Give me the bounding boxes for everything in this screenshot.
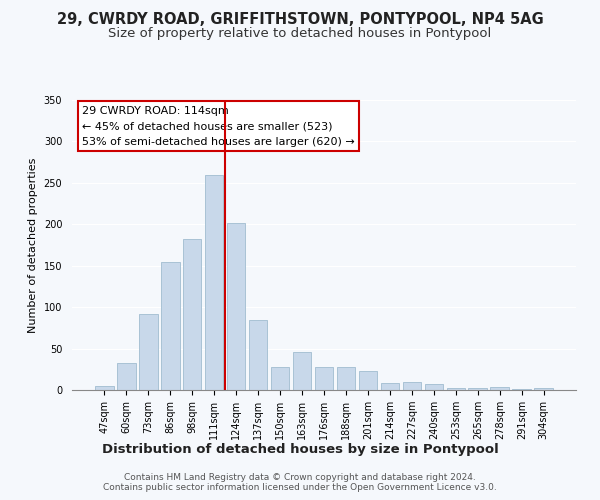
Bar bbox=[446, 388, 465, 390]
Y-axis label: Number of detached properties: Number of detached properties bbox=[28, 158, 38, 332]
Text: Size of property relative to detached houses in Pontypool: Size of property relative to detached ho… bbox=[109, 28, 491, 40]
Bar bbox=[469, 388, 487, 390]
Bar bbox=[490, 386, 509, 390]
Bar bbox=[403, 382, 421, 390]
Bar bbox=[227, 222, 245, 390]
Text: 29 CWRDY ROAD: 114sqm
← 45% of detached houses are smaller (523)
53% of semi-det: 29 CWRDY ROAD: 114sqm ← 45% of detached … bbox=[82, 106, 355, 147]
Bar bbox=[425, 384, 443, 390]
Bar bbox=[512, 389, 531, 390]
Bar bbox=[117, 364, 136, 390]
Bar bbox=[183, 239, 202, 390]
Text: Distribution of detached houses by size in Pontypool: Distribution of detached houses by size … bbox=[101, 442, 499, 456]
Bar bbox=[535, 388, 553, 390]
Bar bbox=[271, 367, 289, 390]
Bar bbox=[314, 367, 334, 390]
Bar bbox=[380, 384, 399, 390]
Bar bbox=[249, 320, 268, 390]
Bar bbox=[205, 174, 223, 390]
Text: Contains HM Land Registry data © Crown copyright and database right 2024.: Contains HM Land Registry data © Crown c… bbox=[124, 472, 476, 482]
Bar bbox=[161, 262, 179, 390]
Bar bbox=[359, 371, 377, 390]
Bar bbox=[337, 367, 355, 390]
Bar bbox=[293, 352, 311, 390]
Text: 29, CWRDY ROAD, GRIFFITHSTOWN, PONTYPOOL, NP4 5AG: 29, CWRDY ROAD, GRIFFITHSTOWN, PONTYPOOL… bbox=[56, 12, 544, 28]
Bar bbox=[95, 386, 113, 390]
Text: Contains public sector information licensed under the Open Government Licence v3: Contains public sector information licen… bbox=[103, 484, 497, 492]
Bar bbox=[139, 314, 158, 390]
